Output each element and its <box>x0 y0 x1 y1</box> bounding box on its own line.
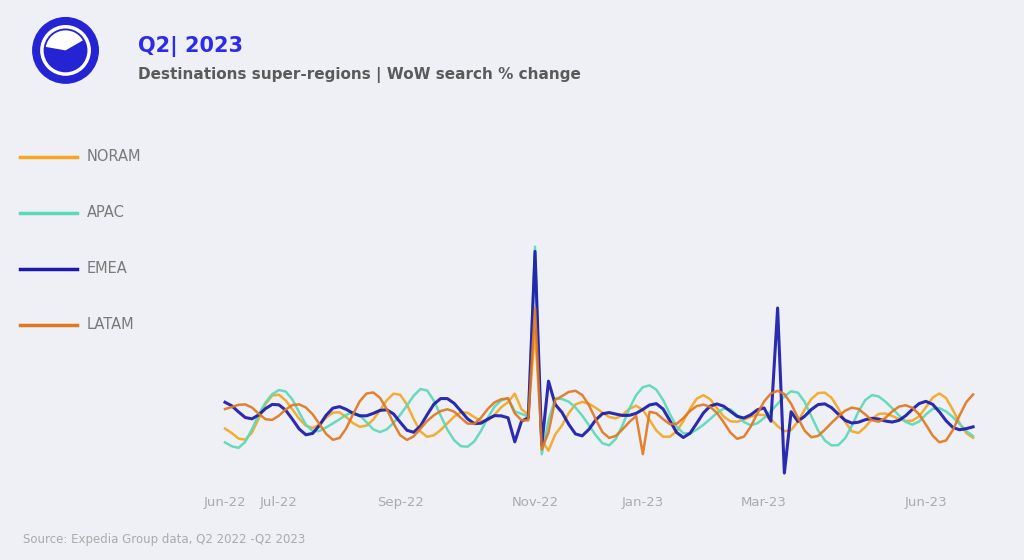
Wedge shape <box>46 30 83 50</box>
Text: LATAM: LATAM <box>87 318 135 332</box>
Text: EMEA: EMEA <box>87 262 128 276</box>
Text: Destinations super-regions | WoW search % change: Destinations super-regions | WoW search … <box>138 67 581 83</box>
Text: NORAM: NORAM <box>87 150 141 164</box>
Circle shape <box>33 17 98 83</box>
Text: APAC: APAC <box>87 206 125 220</box>
Text: Q2| 2023: Q2| 2023 <box>138 36 244 58</box>
Text: Source: Expedia Group data, Q2 2022 -Q2 2023: Source: Expedia Group data, Q2 2022 -Q2 … <box>23 533 305 546</box>
